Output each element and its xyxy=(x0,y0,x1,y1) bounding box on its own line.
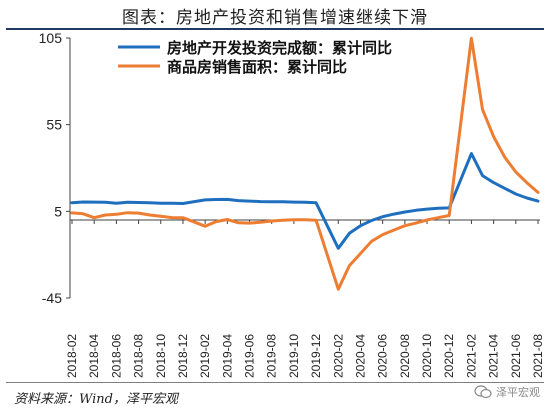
x-tick-label: 2021-04 xyxy=(487,334,501,378)
x-tick-label: 2020-04 xyxy=(353,334,367,378)
x-tick-label: 2021-08 xyxy=(531,334,545,378)
x-tick-label: 2021-02 xyxy=(464,334,478,378)
x-tick-label: 2018-06 xyxy=(109,334,123,378)
y-tick-label: 5 xyxy=(54,203,62,219)
x-tick-label: 2019-08 xyxy=(265,334,279,378)
watermark-label: 泽平宏观 xyxy=(496,386,540,399)
x-tick-label: 2018-10 xyxy=(154,334,168,378)
x-tick-label: 2018-08 xyxy=(132,334,146,378)
x-tick-label: 2020-02 xyxy=(331,334,345,378)
x-tick-label: 2019-06 xyxy=(243,334,257,378)
y-tick-label: 105 xyxy=(39,30,63,46)
x-tick-label: 2018-12 xyxy=(176,334,190,378)
x-tick-label: 2019-10 xyxy=(287,334,301,378)
y-tick-label: -45 xyxy=(42,290,62,306)
wechat-icon xyxy=(474,385,492,399)
footer-divider xyxy=(6,382,544,383)
title-bar: 图表：房地产投资和销售增速继续下滑 xyxy=(0,0,550,30)
x-tick-label: 2018-04 xyxy=(87,334,101,378)
investment-line xyxy=(70,152,540,250)
sales-line xyxy=(70,36,540,291)
y-tick-label: 55 xyxy=(46,117,62,133)
legend-label: 房地产开发投资完成额：累计同比 xyxy=(167,39,392,57)
x-tick-label: 2020-10 xyxy=(420,334,434,378)
x-tick-label: 2019-12 xyxy=(309,334,323,378)
x-tick-label: 2020-06 xyxy=(376,334,390,378)
chart-title: 图表：房地产投资和销售增速继续下滑 xyxy=(122,8,428,28)
x-tick-label: 2018-02 xyxy=(65,334,79,378)
series-lines xyxy=(70,36,540,291)
x-tick-label: 2020-12 xyxy=(442,334,456,378)
x-axis: 2018-02 2018-04 2018-06 2018-08 2018-10 2018-… xyxy=(65,219,545,378)
x-tick-label: 2021-06 xyxy=(509,334,523,378)
title-divider xyxy=(6,28,544,30)
x-tick-label: 2019-04 xyxy=(220,334,234,378)
source-note: 资料来源：Wind，泽平宏观 xyxy=(14,392,178,407)
watermark: 泽平宏观 xyxy=(474,384,540,400)
x-tick-label: 2020-08 xyxy=(398,334,412,378)
legend-label: 商品房销售面积：累计同比 xyxy=(167,58,347,76)
x-tick-label: 2019-02 xyxy=(198,334,212,378)
